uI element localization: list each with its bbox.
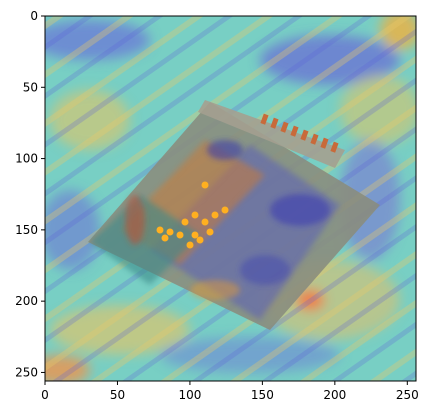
y-tick-label: 0	[30, 9, 38, 23]
heatmap-image	[45, 16, 416, 381]
y-axis: 0 50 100 150 200 250	[15, 9, 45, 379]
connector-pins	[260, 113, 339, 153]
led-dots	[156, 181, 229, 249]
y-tick-label: 200	[15, 294, 38, 308]
x-tick-label: 200	[323, 388, 346, 402]
y-tick-label: 150	[15, 223, 38, 237]
device-body	[88, 100, 380, 330]
y-tick-label: 50	[23, 80, 38, 94]
x-axis: 0 50 100 150 200 250	[41, 381, 419, 402]
y-tick-label: 250	[15, 365, 38, 379]
y-tick-label: 100	[15, 152, 38, 166]
x-tick-label: 50	[110, 388, 125, 402]
x-tick-label: 0	[41, 388, 49, 402]
x-tick-label: 250	[396, 388, 419, 402]
x-tick-label: 100	[178, 388, 201, 402]
x-tick-label: 150	[251, 388, 274, 402]
plot-frame	[44, 15, 417, 382]
